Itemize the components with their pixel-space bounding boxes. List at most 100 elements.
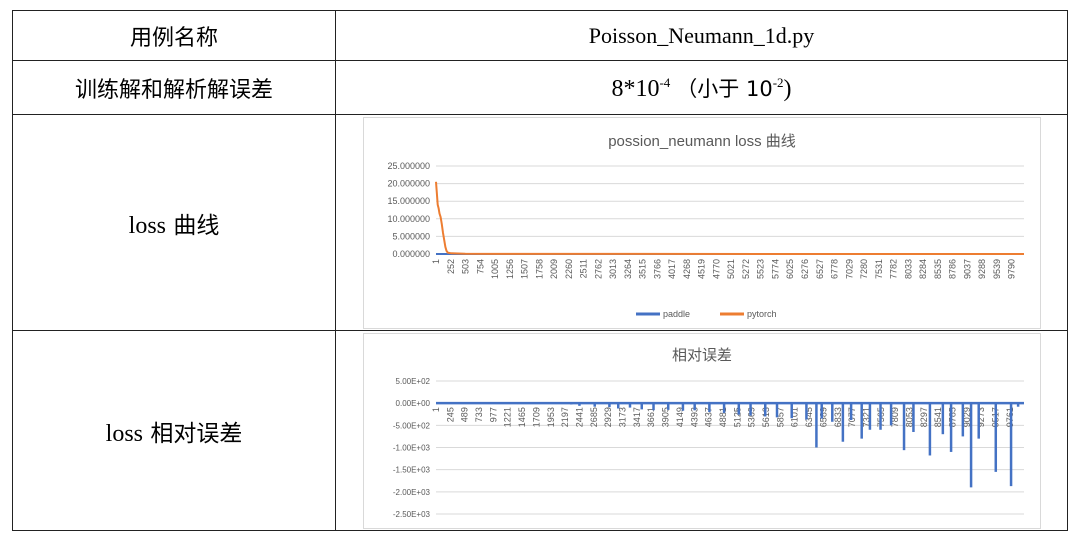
relative-error-y-tick-label: -1.50E+03 xyxy=(392,465,430,474)
relative-error-x-tick-label: 733 xyxy=(474,407,484,422)
relative-error-chart-frame: 相对误差 5.00E+02 0.00E+00 -5.00E+02 -1.00E+03 -1… xyxy=(362,332,1041,529)
loss-curve-label-cn: 曲线 xyxy=(173,212,220,239)
relative-error-x-tick-label: 8785 xyxy=(947,407,957,427)
loss-x-tick-label: 3766 xyxy=(652,259,662,279)
loss-x-tick-label: 1507 xyxy=(519,259,529,279)
relative-error-x-tick-label: 7809 xyxy=(890,407,900,427)
loss-x-tick-label: 9790 xyxy=(1006,259,1016,279)
loss-y-tick-label: 5.000000 xyxy=(392,231,430,241)
loss-curve-label-en: loss xyxy=(128,212,167,239)
loss-x-tick-label: 6276 xyxy=(800,259,810,279)
relative-error-x-tick-label: 977 xyxy=(488,407,498,422)
loss-x-tick-label: 9539 xyxy=(991,259,1001,279)
label-error: 训练解和解析解误差 xyxy=(12,60,336,115)
error-threshold-suffix: ) xyxy=(783,75,792,102)
loss-x-tick-label: 7029 xyxy=(844,259,854,279)
loss-x-tick-label: 7280 xyxy=(859,259,869,279)
relative-error-x-tick-label: 3905 xyxy=(660,407,670,427)
loss-x-tick-label: 3515 xyxy=(637,259,647,279)
loss-x-tick-label: 3013 xyxy=(608,259,618,279)
loss-legend-label-pytorch: pytorch xyxy=(747,309,777,319)
loss-x-tick-label: 4519 xyxy=(696,259,706,279)
relative-error-x-tick-label: 6833 xyxy=(832,407,842,427)
label-relative-error: loss 相对误差 xyxy=(12,330,336,531)
loss-chart-frame: possion_neumann loss 曲线 25.000000 20.00000… xyxy=(362,116,1041,329)
relative-error-y-tick-label: 0.00E+00 xyxy=(395,399,430,408)
relative-error-x-tick-label: 5857 xyxy=(775,407,785,427)
relative-error-label-cn: 相对误差 xyxy=(150,420,243,447)
loss-x-tick-label: 4017 xyxy=(667,259,677,279)
loss-curve-cell: possion_neumann loss 曲线 25.000000 20.00000… xyxy=(335,114,1068,331)
info-table: 用例名称 Poisson_Neumann_1d.py 训练解和解析解误差 8*1… xyxy=(12,10,1068,531)
loss-x-tick-label: 5272 xyxy=(740,259,750,279)
row-case-name: 用例名称 Poisson_Neumann_1d.py xyxy=(12,10,1068,61)
value-error: 8*10-4 （小于 10-2) xyxy=(335,60,1068,115)
relative-error-chart-title: 相对误差 xyxy=(671,347,731,364)
loss-x-tick-label: 1758 xyxy=(534,259,544,279)
loss-y-tick-label: 20.000000 xyxy=(387,178,430,188)
relative-error-x-tick-label: 1953 xyxy=(545,407,555,427)
loss-x-tick-label: 2260 xyxy=(563,259,573,279)
loss-x-tick-label: 1005 xyxy=(490,259,500,279)
loss-x-tick-label: 2511 xyxy=(578,259,588,278)
row-relative-error: loss 相对误差 相对误差 5.00E+02 0.00E+00 -5.00E+02 -… xyxy=(12,330,1068,531)
relative-error-x-tick-label: 1709 xyxy=(531,407,541,427)
relative-error-x-tick-label: 8297 xyxy=(918,407,928,427)
loss-x-tick-label: 9288 xyxy=(977,259,987,279)
error-base: 8*10 xyxy=(611,75,660,102)
relative-error-x-tick-label: 2441 xyxy=(574,407,584,427)
relative-error-x-tick-label: 1 xyxy=(431,407,441,412)
relative-error-x-tick-label: 5125 xyxy=(732,407,742,427)
relative-error-x-tick-label: 2197 xyxy=(560,407,570,427)
loss-x-tick-label: 9037 xyxy=(962,259,972,279)
loss-series-line-pytorch xyxy=(434,181,1024,255)
loss-legend-label-paddle: paddle xyxy=(663,309,690,319)
relative-error-x-tick-label: 1221 xyxy=(502,407,512,427)
loss-x-tick-label: 503 xyxy=(460,259,470,274)
relative-error-x-tick-label: 4637 xyxy=(703,407,713,427)
relative-error-label-en: loss xyxy=(105,420,144,447)
label-loss-curve: loss 曲线 xyxy=(12,114,336,331)
loss-chart-title: possion_neumann loss 曲线 xyxy=(608,133,796,150)
relative-error-y-tick-label: 5.00E+02 xyxy=(395,377,430,386)
loss-x-tick-label: 5523 xyxy=(755,259,765,279)
relative-error-x-tick-label: 489 xyxy=(459,407,469,422)
loss-x-tick-label: 4268 xyxy=(681,259,691,279)
row-error: 训练解和解析解误差 8*10-4 （小于 10-2) xyxy=(12,60,1068,115)
loss-x-tick-label: 6025 xyxy=(785,259,795,279)
loss-y-tick-label: 15.000000 xyxy=(387,196,430,206)
row-loss-curve: loss 曲线 possion_neumann loss 曲线 25.000000… xyxy=(12,114,1068,331)
loss-x-tick-label: 1256 xyxy=(504,259,514,279)
relative-error-x-tick-label: 1465 xyxy=(517,407,527,427)
loss-x-tick-label: 4770 xyxy=(711,259,721,279)
loss-y-tick-label: 10.000000 xyxy=(387,213,430,223)
relative-error-x-tick-label: 3417 xyxy=(631,407,641,427)
relative-error-x-tick-label: 8541 xyxy=(933,407,943,427)
value-case-name: Poisson_Neumann_1d.py xyxy=(335,10,1068,61)
loss-x-tick-label: 2762 xyxy=(593,259,603,279)
relative-error-x-tick-label: 8053 xyxy=(904,407,914,427)
relative-error-x-tick-label: 3173 xyxy=(617,407,627,427)
loss-x-tick-label: 6527 xyxy=(814,259,824,279)
relative-error-x-tick-label: 7321 xyxy=(861,407,871,427)
loss-y-tick-label: 25.000000 xyxy=(387,161,430,171)
relative-error-x-tick-label: 2929 xyxy=(603,407,613,427)
label-case-name: 用例名称 xyxy=(12,10,336,61)
loss-x-tick-label: 5774 xyxy=(770,259,780,279)
relative-error-x-tick-label: 2685 xyxy=(588,407,598,427)
relative-error-x-tick-label: 4881 xyxy=(717,407,727,427)
loss-x-tick-label: 8535 xyxy=(932,259,942,279)
loss-y-tick-label: 0.000000 xyxy=(392,249,430,259)
relative-error-x-tick-label: 9029 xyxy=(961,407,971,427)
loss-x-tick-label: 7782 xyxy=(888,259,898,279)
loss-curve-chart: possion_neumann loss 曲线 25.000000 20.00000… xyxy=(387,133,1024,319)
relative-error-x-tick-label: 245 xyxy=(445,407,455,422)
relative-error-x-tick-label: 6345 xyxy=(804,407,814,427)
loss-x-tick-label: 2009 xyxy=(549,259,559,279)
loss-x-tick-label: 252 xyxy=(445,259,455,274)
loss-x-tick-label: 8033 xyxy=(903,259,913,279)
relative-error-x-tick-label: 6101 xyxy=(789,407,799,427)
relative-error-x-tick-label: 9273 xyxy=(976,407,986,427)
relative-error-x-tick-label: 3661 xyxy=(646,407,656,427)
loss-x-tick-label: 8786 xyxy=(947,259,957,279)
